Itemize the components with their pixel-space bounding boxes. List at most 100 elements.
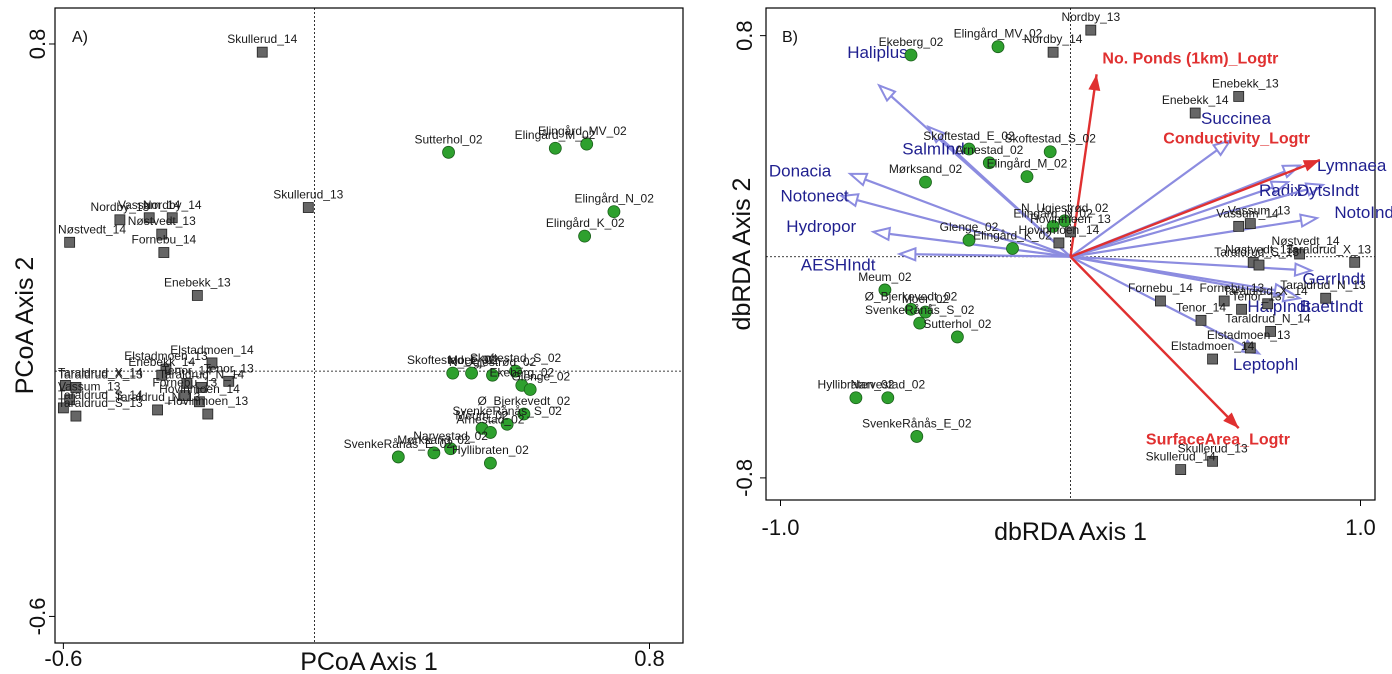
vector-label-aeshindt: AESHIndt bbox=[801, 256, 876, 275]
point-label-taraldrud-x-14: Taraldrud_X_14 bbox=[1223, 284, 1308, 298]
point-square-skullerud-14 bbox=[1175, 464, 1187, 475]
point-label-skoftestad-e-02: Skoftestad_E_02 bbox=[407, 353, 499, 367]
arrowhead-dytsindt bbox=[1304, 182, 1326, 197]
x-axis-title: dbRDA Axis 1 bbox=[994, 518, 1147, 546]
point-circle-svenker-n-s-e-02 bbox=[910, 430, 924, 443]
arrowhead-baetindt bbox=[1281, 287, 1303, 303]
vector-label-salmindt: SalmIndt bbox=[902, 139, 969, 158]
vector-notonect bbox=[846, 196, 1071, 258]
point-square-taraldrud-x-14 bbox=[1262, 298, 1274, 310]
point-square-taraldrud-n-14 bbox=[196, 382, 207, 393]
point-circle-glenge-02 bbox=[523, 383, 537, 396]
arrowhead-succinea bbox=[1211, 138, 1233, 157]
point-circle-moer-02 bbox=[919, 305, 932, 319]
point-square-skullerud-13 bbox=[302, 202, 314, 213]
vector-salmindt bbox=[932, 130, 1072, 258]
point-label-elstadmoen-14: Elstadmoen_14 bbox=[170, 343, 254, 357]
point-label-taraldrud-s-13: Taraldrud_S_13 bbox=[1214, 245, 1299, 259]
point-label-eling-rd-k-02: Elingård_K_02 bbox=[546, 216, 625, 230]
point-label-n-ugjestr-d-02: N_Ugjestrød_02 bbox=[1021, 201, 1109, 215]
point-label-bjerkevedt-02: Ø_Bjerkevedt_02 bbox=[478, 394, 571, 408]
point-label-nordby-13: Nordby_13 bbox=[91, 200, 150, 214]
point-label-nordby-13: Nordby_13 bbox=[1061, 10, 1120, 24]
point-label-enebekk-13: Enebekk_13 bbox=[164, 275, 231, 289]
point-label-taraldrud-s-14: Taraldrud_S_14 bbox=[58, 388, 143, 402]
point-circle-m-rksand-02 bbox=[427, 446, 441, 460]
point-square-tenor-13 bbox=[1236, 303, 1247, 315]
point-square-hovinmoen-14 bbox=[1053, 237, 1065, 249]
point-circle-glenge-02 bbox=[962, 233, 976, 247]
point-square-fornebu-14 bbox=[158, 247, 170, 258]
x-tick-label: -0.6 bbox=[44, 646, 82, 671]
point-square-fornebu-13 bbox=[179, 390, 191, 402]
vector-donacia bbox=[855, 174, 1071, 258]
point-circle-arnestad-02 bbox=[982, 156, 996, 170]
point-circle-sutterhol-02 bbox=[442, 145, 455, 159]
point-label-eling-rd-n-02: Elingård_N_02 bbox=[575, 192, 655, 206]
point-square-n-stvedt-14 bbox=[1294, 248, 1305, 260]
point-label-eling-rd-mv-02: Elingård_MV_02 bbox=[538, 124, 627, 138]
point-label-moer-02: Moer_02 bbox=[902, 292, 950, 306]
vector-label-lymnaea: Lymnaea bbox=[1317, 156, 1387, 175]
x-tick-label: -1.0 bbox=[762, 515, 800, 540]
arrowhead-no-ponds-1km-logtr bbox=[1088, 74, 1101, 92]
point-square-vassum-14 bbox=[1233, 220, 1245, 232]
y-axis-title: dbRDA Axis 2 bbox=[728, 178, 756, 331]
point-circle-ekeberg-02 bbox=[904, 48, 918, 62]
point-label-hyllibraten-02: Hyllibraten_02 bbox=[818, 378, 895, 392]
point-label-nordby-14: Nordby_14 bbox=[1024, 32, 1083, 46]
point-circle-eling-rd-n-02 bbox=[1046, 219, 1060, 233]
point-label-m-rksand-02: Mørksand_02 bbox=[889, 162, 963, 176]
point-label-taraldrud-x-13: Taraldrud_X_13 bbox=[1286, 242, 1371, 256]
point-label-fornebu-14: Fornebu_14 bbox=[1128, 281, 1193, 295]
vector-label-baetindt: BaetIndt bbox=[1300, 297, 1364, 316]
vector-label-notoindt: NotoIndt bbox=[1334, 203, 1392, 222]
point-square-n-stvedt-14 bbox=[64, 236, 76, 248]
point-square-nordby-14 bbox=[1047, 46, 1059, 58]
vector-label-donacia: Donacia bbox=[769, 162, 832, 181]
point-label-vassum-14: Vassum_14 bbox=[1216, 206, 1279, 220]
point-square-fornebu-13 bbox=[1218, 295, 1230, 307]
point-label-hovinmoen-13: Hovinmoen_13 bbox=[167, 394, 248, 408]
point-square-elstadmoen-14 bbox=[206, 357, 218, 369]
y-tick-label: 0.8 bbox=[25, 29, 50, 60]
arrowhead-salmindt bbox=[926, 124, 946, 144]
point-label-n-stvedt-14: Nøstvedt_14 bbox=[58, 222, 126, 236]
vector-succinea bbox=[1069, 143, 1226, 258]
point-circle-n-ugjestr-d-02 bbox=[1058, 214, 1072, 228]
arrowhead-donacia bbox=[847, 172, 869, 187]
point-label-skullerud-13: Skullerud_13 bbox=[1178, 441, 1248, 455]
point-label-vassum-14: Vassum_14 bbox=[118, 198, 181, 212]
point-circle-bjerkevedt-02 bbox=[517, 407, 531, 421]
arrowhead-surfacearea-logtr bbox=[1223, 412, 1239, 429]
point-label-skullerud-14: Skullerud_14 bbox=[227, 32, 297, 46]
vector-aeshindt bbox=[905, 252, 1071, 258]
point-label-vassum-13: Vassum_13 bbox=[1228, 204, 1291, 218]
point-square-skullerud-13 bbox=[1207, 455, 1218, 467]
point-label-svenker-n-s-e-02: SvenkeRånås_E_02 bbox=[862, 416, 972, 430]
point-circle-skoftestad-e-02 bbox=[962, 142, 976, 156]
vector-label-notonect: Notonect bbox=[781, 186, 849, 205]
plot-frame bbox=[54, 7, 684, 644]
point-label-svenker-n-s-s-02: SvenkeRånås_S_02 bbox=[865, 303, 975, 317]
point-circle-eling-rd-mv-02 bbox=[580, 137, 594, 151]
point-label-narvestad-02: Narvestad_02 bbox=[413, 429, 488, 443]
point-label-sutterhol-02: Sutterhol_02 bbox=[923, 317, 991, 331]
point-square-enebekk-13 bbox=[1233, 91, 1245, 102]
point-square-tenor-14 bbox=[181, 377, 193, 389]
point-label-moer-02: Moer_02 bbox=[448, 353, 496, 367]
vector-label-haliplus: Haliplus bbox=[847, 43, 907, 62]
x-tick-label: 1.0 bbox=[1345, 515, 1376, 540]
panel-b: -1.0 1.0 0.8 -0.8 dbRDA Axis 1 dbRDA Axis 2 B)… bbox=[728, 7, 1392, 546]
point-square-taraldrud-s-14 bbox=[57, 402, 69, 414]
point-label-taraldrud-n-14: Taraldrud_N_14 bbox=[1225, 311, 1311, 325]
point-circle-n-ugjestr-d-02 bbox=[486, 368, 499, 382]
point-circle-eling-rd-m-02 bbox=[548, 141, 562, 155]
point-square-taraldrud-s-13 bbox=[1253, 259, 1265, 271]
vector-label-dytsindt: DytsIndt bbox=[1297, 181, 1360, 200]
point-label-ekeberg-02: Ekeberg_02 bbox=[879, 35, 944, 49]
point-circle-narvestad-02 bbox=[881, 391, 895, 405]
point-circle-eling-rd-mv-02 bbox=[991, 40, 1005, 54]
point-circle-skoftestad-e-02 bbox=[446, 366, 460, 380]
